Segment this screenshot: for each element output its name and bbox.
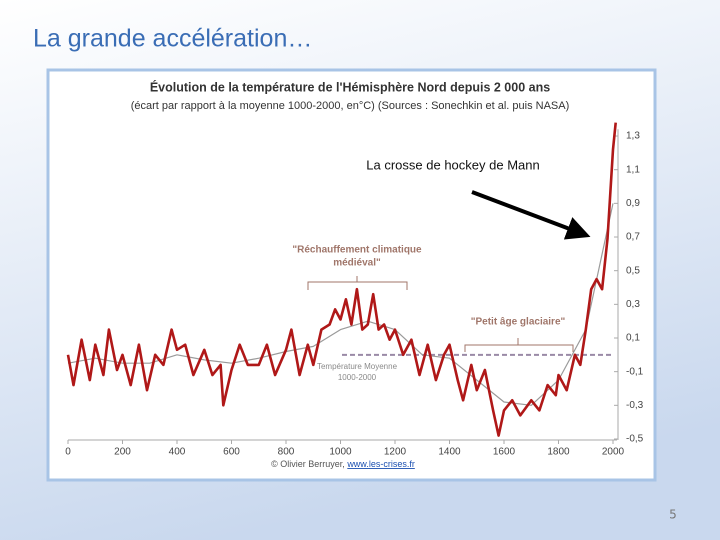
- little-ice-age-bracket: [464, 338, 574, 352]
- x-tick-label: 1200: [384, 447, 407, 458]
- credit-text: © Olivier Berruyer,: [271, 459, 347, 469]
- y-tick-label: 0,1: [626, 333, 640, 344]
- credit-link: www.les-crises.fr: [346, 459, 415, 469]
- y-tick-label: -0,3: [626, 400, 644, 411]
- annotation: "Petit âge glaciaire": [471, 317, 566, 328]
- medieval-bracket: [307, 276, 408, 290]
- y-tick-label: 0,7: [626, 232, 640, 243]
- y-tick-label: -0,5: [626, 434, 644, 445]
- x-tick-label: 2000: [602, 447, 625, 458]
- y-tick-label: 1,3: [626, 131, 640, 142]
- y-tick-label: 0,3: [626, 299, 640, 310]
- credit: © Olivier Berruyer, www.les-crises.fr: [271, 459, 415, 469]
- x-tick-label: 800: [278, 447, 295, 458]
- x-tick-label: 1000: [329, 447, 352, 458]
- chart-frame: [46, 68, 657, 482]
- x-tick-label: 1400: [438, 447, 461, 458]
- x-tick-label: 200: [114, 447, 131, 458]
- slide-title: La grande accélération…: [33, 25, 312, 53]
- annotation: 1000-2000: [338, 373, 377, 382]
- annotation: Température Moyenne: [317, 362, 398, 371]
- x-tick-label: 400: [169, 447, 186, 458]
- y-tick-label: 0,9: [626, 198, 640, 209]
- annotation: La crosse de hockey de Mann: [366, 157, 539, 172]
- y-tick-label: 1,1: [626, 164, 640, 175]
- chart-title: Évolution de la température de l'Hémisph…: [150, 79, 550, 94]
- page-number: 5: [669, 508, 677, 522]
- arrow: [471, 190, 591, 240]
- annotation: "Réchauffement climatique: [292, 245, 422, 256]
- x-tick-label: 1800: [547, 447, 570, 458]
- x-tick-label: 0: [65, 447, 71, 458]
- annotation: médiéval": [333, 258, 381, 269]
- y-tick-label: -0,1: [626, 366, 644, 377]
- x-tick-label: 1600: [493, 447, 516, 458]
- y-tick-label: 0,5: [626, 265, 640, 276]
- chart-subtitle: (écart par rapport à la moyenne 1000-200…: [131, 100, 570, 112]
- series-line: [66, 122, 617, 437]
- chart: Évolution de la température de l'Hémisph…: [65, 79, 643, 469]
- x-tick-label: 600: [223, 447, 240, 458]
